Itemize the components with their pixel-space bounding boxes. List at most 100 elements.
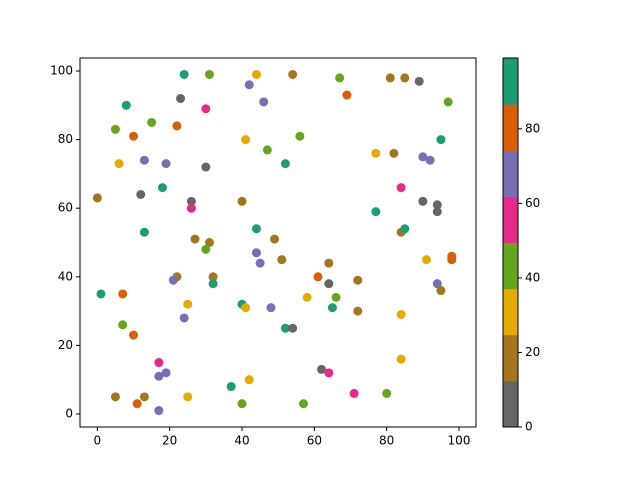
point <box>324 258 334 268</box>
point <box>244 375 254 385</box>
point <box>324 279 334 289</box>
point <box>251 248 261 258</box>
point <box>270 234 280 244</box>
point <box>129 330 139 340</box>
point <box>251 224 261 234</box>
point <box>414 76 424 86</box>
point <box>208 272 218 282</box>
point <box>186 196 196 206</box>
point <box>425 155 435 165</box>
point <box>244 80 254 90</box>
point <box>335 73 345 83</box>
colorbar-segment <box>503 104 518 151</box>
point <box>172 121 182 131</box>
point <box>201 104 211 114</box>
point <box>349 388 359 398</box>
point <box>259 97 269 107</box>
point <box>400 73 410 83</box>
point <box>96 289 106 299</box>
point <box>241 135 251 145</box>
point <box>201 162 211 172</box>
point <box>432 200 442 210</box>
point <box>251 69 261 79</box>
point <box>418 152 428 162</box>
point <box>353 306 363 316</box>
point <box>400 224 410 234</box>
point <box>342 90 352 100</box>
x-tick-label: 40 <box>234 434 249 448</box>
point <box>327 303 337 313</box>
point <box>317 364 327 374</box>
point <box>114 159 124 169</box>
point <box>277 255 287 265</box>
point <box>154 406 164 416</box>
point <box>432 279 442 289</box>
point <box>266 303 276 313</box>
y-tick-label: 80 <box>58 132 73 146</box>
y-tick-label: 60 <box>58 201 73 215</box>
point <box>298 399 308 409</box>
x-tick-label: 100 <box>448 434 471 448</box>
point <box>385 73 395 83</box>
point <box>110 392 120 402</box>
point <box>183 392 193 402</box>
colorbar-segment <box>503 242 518 290</box>
point <box>204 238 214 247</box>
point <box>190 234 200 244</box>
point <box>353 275 363 285</box>
y-tick-label: 100 <box>50 64 73 78</box>
y-tick-label: 0 <box>65 406 73 420</box>
point <box>154 371 164 381</box>
point <box>288 323 298 333</box>
colorbar-segment <box>503 58 518 105</box>
axes-frame <box>79 57 477 428</box>
point <box>396 354 406 364</box>
point <box>255 258 265 268</box>
colorbar-segment <box>503 196 518 243</box>
colorbar-segment <box>503 380 518 428</box>
colorbar-tick-label: 60 <box>525 196 540 210</box>
point <box>201 244 211 254</box>
point <box>447 255 457 265</box>
point <box>132 399 142 409</box>
point <box>147 117 157 127</box>
point <box>136 189 146 199</box>
point <box>331 292 341 302</box>
point <box>129 131 139 141</box>
point <box>288 69 298 79</box>
colorbar-tick-label: 40 <box>525 270 540 284</box>
point <box>186 203 196 213</box>
point <box>226 382 236 392</box>
point <box>183 299 193 309</box>
point <box>121 100 131 110</box>
point <box>313 272 323 282</box>
colorbar-segment <box>503 288 518 336</box>
point <box>139 392 149 402</box>
point <box>371 207 381 217</box>
point <box>237 399 247 409</box>
point <box>302 292 312 302</box>
point <box>110 124 120 134</box>
x-tick-label: 20 <box>162 434 177 448</box>
point <box>295 131 305 141</box>
point <box>436 286 446 296</box>
point <box>432 207 442 217</box>
point <box>371 148 381 158</box>
point <box>208 279 218 289</box>
colorbar-frame <box>502 57 519 428</box>
point <box>179 313 189 323</box>
point <box>92 193 102 203</box>
y-tick-label: 40 <box>58 269 73 283</box>
colorbar-segment <box>503 334 518 382</box>
point <box>157 183 167 193</box>
point <box>241 303 251 313</box>
point <box>237 196 247 206</box>
point <box>139 227 149 237</box>
point <box>382 388 392 398</box>
point <box>168 275 178 285</box>
point <box>389 148 399 158</box>
point <box>262 145 272 155</box>
point <box>204 69 214 79</box>
x-tick-label: 80 <box>379 434 394 448</box>
point <box>396 310 406 320</box>
